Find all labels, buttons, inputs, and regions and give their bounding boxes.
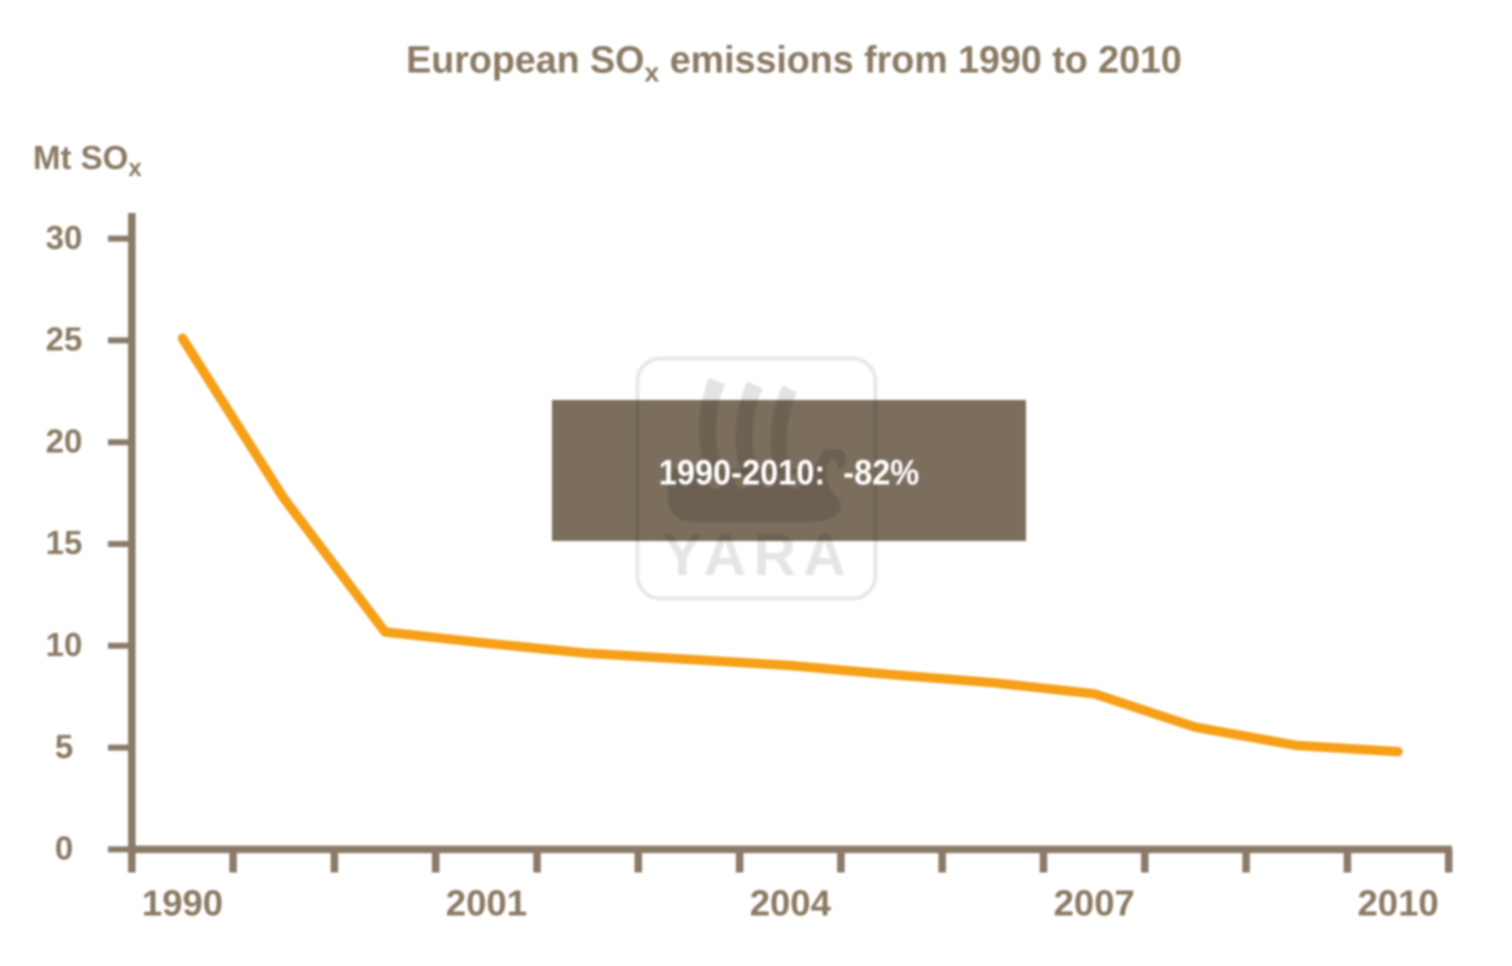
svg-text:25: 25 (46, 321, 83, 358)
svg-text:2010: 2010 (1357, 883, 1438, 924)
svg-text:20: 20 (46, 422, 83, 459)
svg-text:Mt SOx: Mt SOx (33, 139, 142, 182)
svg-text:10: 10 (46, 626, 83, 663)
svg-text:European SOx emissions from 19: European SOx emissions from 1990 to 2010 (406, 39, 1182, 87)
svg-text:YARA: YARA (663, 522, 854, 588)
svg-text:5: 5 (55, 728, 73, 765)
svg-text:15: 15 (46, 524, 83, 561)
svg-text:2001: 2001 (446, 883, 527, 924)
svg-text:2004: 2004 (750, 883, 832, 924)
svg-text:1990-2010: -82%: 1990-2010: -82% (659, 453, 919, 492)
svg-text:30: 30 (46, 219, 83, 256)
svg-text:1990: 1990 (142, 883, 223, 924)
svg-text:2007: 2007 (1054, 883, 1135, 924)
svg-text:0: 0 (55, 830, 73, 867)
